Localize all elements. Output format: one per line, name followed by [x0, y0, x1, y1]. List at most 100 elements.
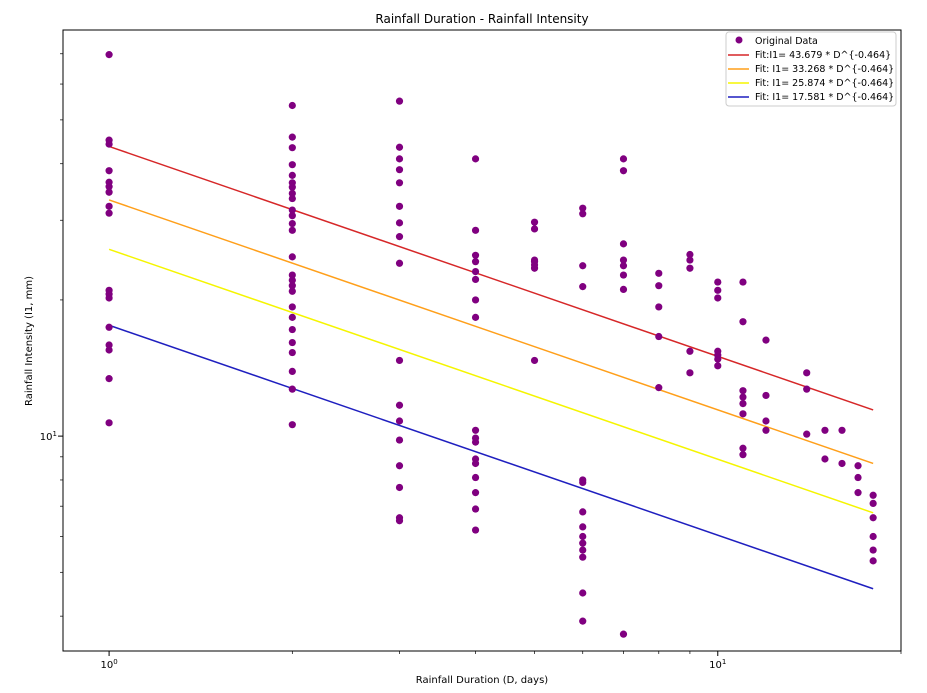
data-point: [619, 155, 628, 163]
data-point: [288, 385, 296, 393]
data-point: [619, 630, 628, 638]
data-point: [471, 489, 480, 497]
data-point: [714, 362, 722, 370]
chart-title: Rainfall Duration - Rainfall Intensity: [375, 12, 588, 26]
data-point: [739, 451, 747, 459]
x-tick-label: 101: [709, 658, 726, 671]
data-point: [105, 140, 113, 148]
data-point: [105, 209, 113, 217]
x-tick-label: 100: [100, 658, 117, 671]
data-point: [619, 271, 628, 279]
data-point: [762, 426, 770, 434]
data-point: [530, 225, 539, 233]
data-point: [579, 617, 587, 625]
data-point: [288, 219, 296, 228]
data-point: [105, 202, 113, 210]
legend-label-fit-2: Fit: I1= 33.268 * D^{-0.464}: [755, 64, 894, 75]
data-point: [471, 426, 480, 434]
data-point: [471, 313, 480, 321]
x-axis-label: Rainfall Duration (D, days): [416, 675, 549, 686]
fit-line-1: [108, 145, 874, 411]
data-point: [395, 97, 404, 105]
data-point: [288, 367, 296, 376]
data-point: [739, 444, 747, 452]
data-point: [803, 385, 811, 393]
data-point: [762, 417, 770, 425]
data-point: [530, 264, 539, 272]
data-point: [288, 189, 296, 197]
legend-label-fit-1: Fit:I1= 43.679 * D^{-0.464}: [755, 50, 891, 61]
data-point: [821, 455, 829, 463]
data-point: [105, 419, 113, 427]
y-tick-label: 101: [40, 430, 57, 443]
fit-lines: [108, 145, 874, 590]
data-point: [579, 539, 587, 547]
legend-box: [725, 31, 897, 107]
data-point: [471, 155, 480, 163]
data-point: [869, 532, 877, 541]
data-point: [579, 546, 587, 554]
data-point: [655, 269, 663, 277]
legend-label-fit-3: Fit: I1= 25.874 * D^{-0.464}: [755, 78, 894, 89]
data-point: [838, 426, 846, 434]
data-point: [619, 256, 628, 264]
data-point: [686, 369, 694, 377]
data-point: [686, 256, 694, 264]
data-point: [105, 188, 113, 196]
data-point: [579, 210, 587, 218]
data-point: [395, 483, 404, 492]
data-point: [471, 258, 480, 266]
data-point: [471, 505, 480, 513]
data-point: [655, 332, 663, 341]
data-point: [655, 384, 663, 392]
legend: Original Data Fit:I1= 43.679 * D^{-0.464…: [725, 31, 897, 107]
data-point: [471, 275, 480, 284]
data-point: [471, 438, 480, 446]
data-point: [288, 282, 296, 290]
data-point: [821, 426, 829, 434]
legend-label-original-data: Original Data: [755, 36, 818, 47]
data-point: [471, 459, 480, 468]
data-point: [471, 473, 480, 482]
data-point: [739, 387, 747, 395]
data-point: [854, 462, 862, 470]
data-point: [105, 346, 113, 354]
data-point: [395, 356, 404, 365]
data-point: [530, 218, 539, 226]
data-point: [105, 294, 113, 302]
data-point: [395, 166, 404, 174]
data-point: [288, 194, 296, 203]
data-point: [739, 393, 747, 401]
data-point: [288, 348, 296, 357]
data-point: [395, 219, 404, 227]
data-point: [619, 240, 628, 248]
data-point: [714, 286, 722, 294]
data-point: [395, 155, 404, 163]
data-point: [288, 253, 296, 261]
data-point: [655, 303, 663, 311]
data-point: [105, 323, 113, 331]
data-point: [579, 532, 587, 541]
data-point: [471, 526, 480, 534]
data-point: [714, 294, 722, 302]
data-point: [395, 436, 404, 444]
data-point: [395, 233, 404, 241]
legend-marker-original-data: [735, 36, 743, 44]
data-point: [105, 341, 113, 349]
data-point: [288, 313, 296, 321]
data-point: [739, 318, 747, 326]
data-point: [714, 355, 722, 363]
data-point: [395, 202, 404, 210]
data-point: [105, 375, 113, 383]
data-point: [288, 287, 296, 295]
data-point: [395, 259, 404, 267]
data-point: [803, 430, 811, 438]
data-point: [288, 325, 296, 334]
data-point: [288, 133, 296, 141]
data-point: [838, 459, 846, 468]
data-point: [869, 499, 877, 508]
data-point: [105, 167, 113, 175]
data-point: [288, 206, 296, 214]
data-point: [471, 251, 480, 259]
data-point: [288, 183, 296, 191]
